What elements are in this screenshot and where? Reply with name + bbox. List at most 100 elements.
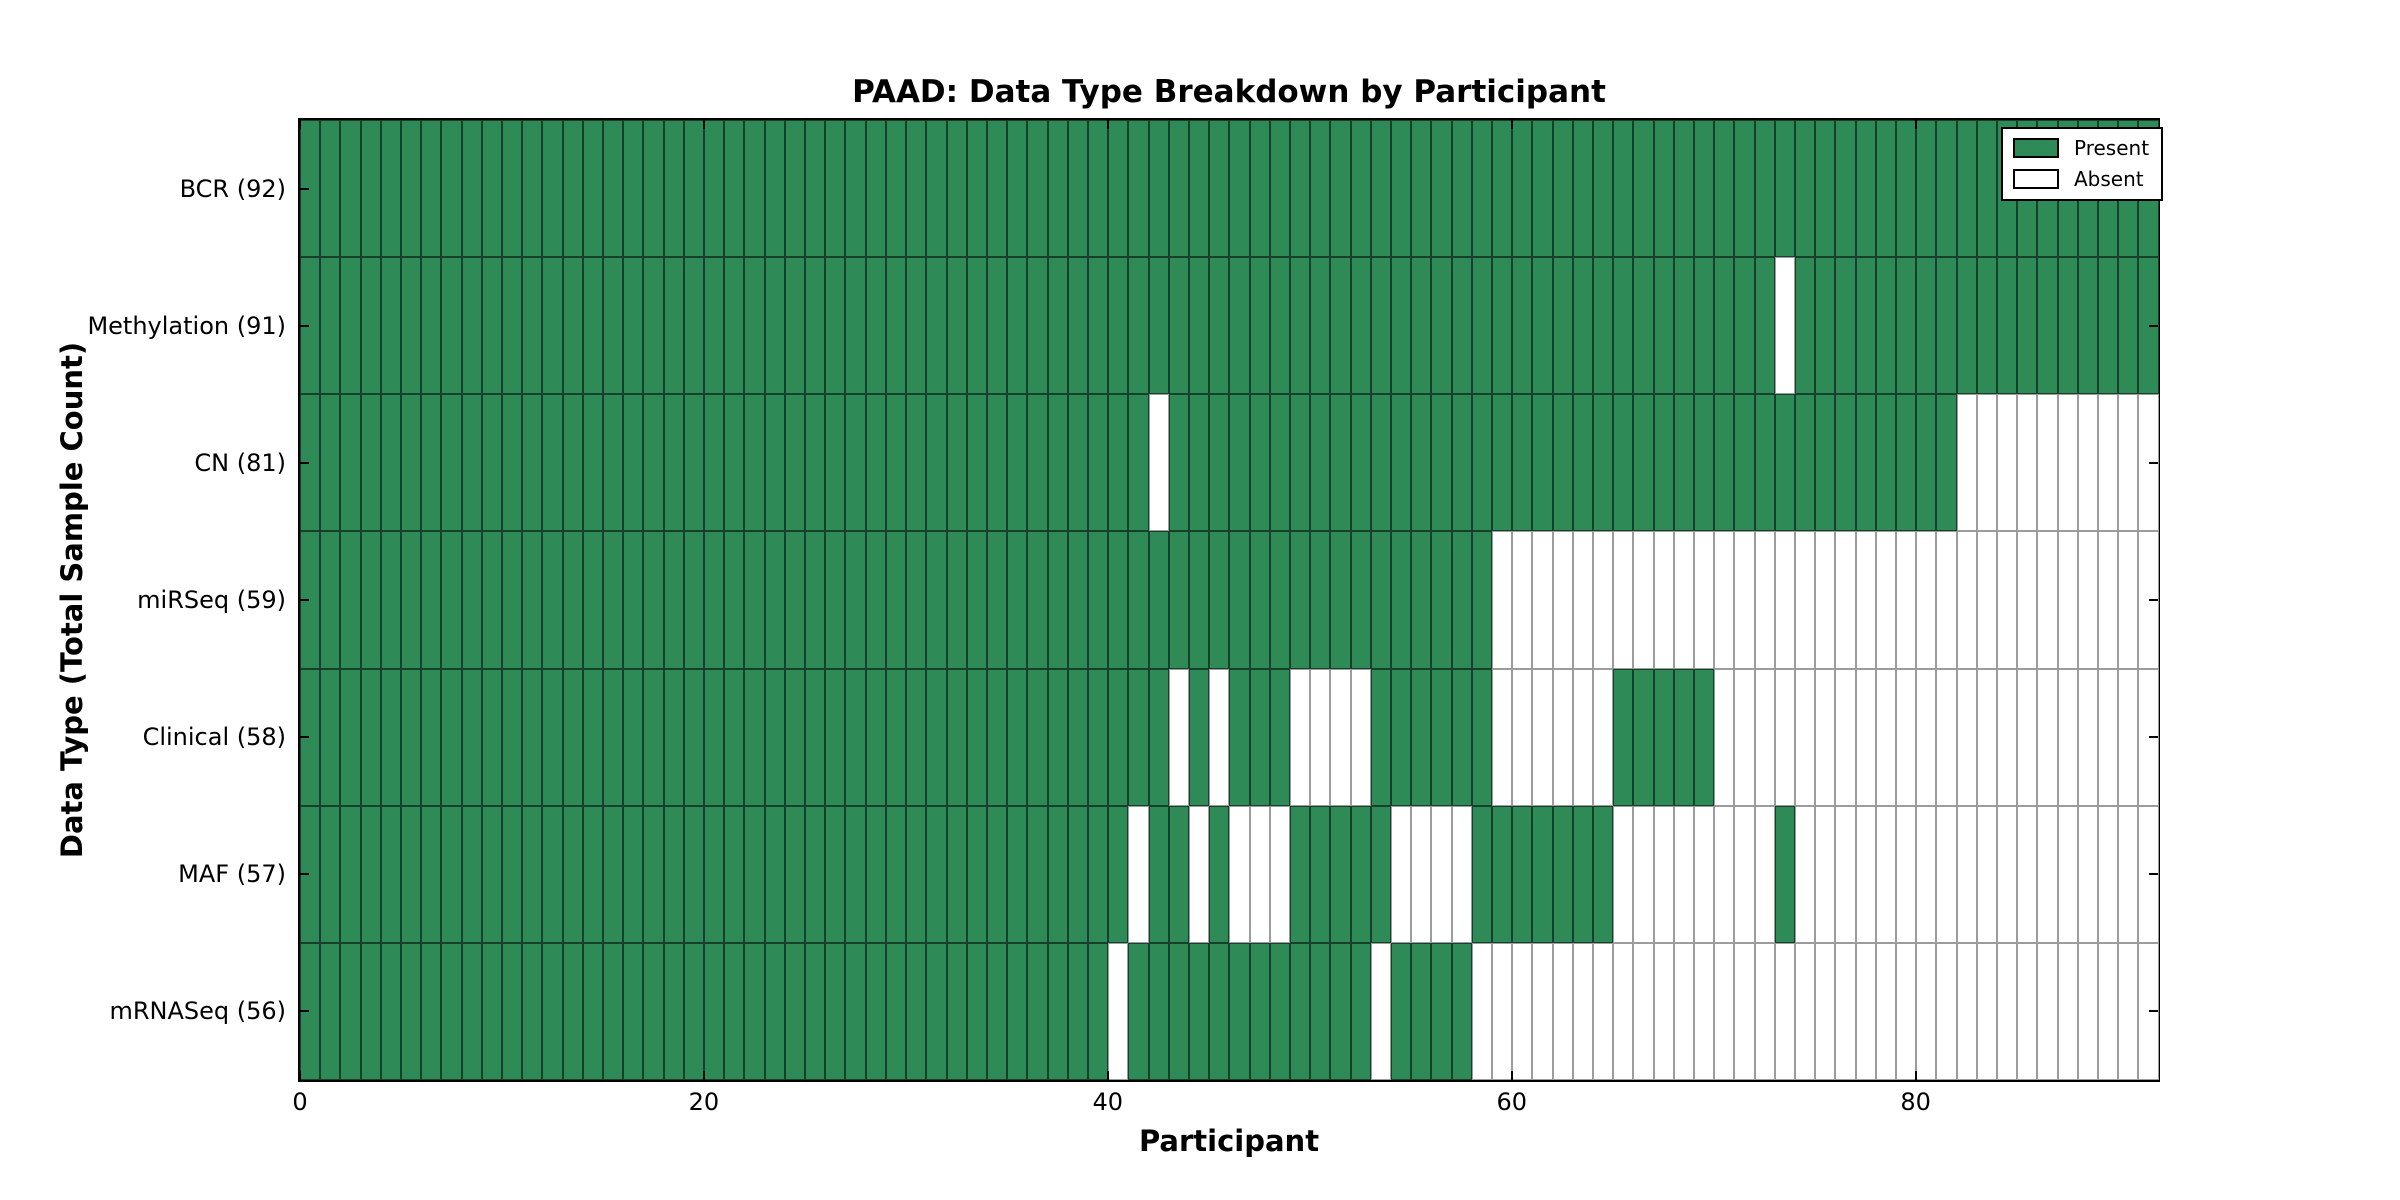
present-cell: [380, 120, 402, 258]
present-cell: [1411, 531, 1432, 669]
absent-cell: [2037, 394, 2058, 532]
present-cell: [603, 531, 624, 669]
present-cell: [1067, 531, 1088, 669]
present-cell: [1471, 805, 1492, 943]
present-cell: [1047, 257, 1068, 395]
present-cell: [1330, 531, 1351, 669]
present-cell: [906, 120, 927, 258]
legend-label-absent: Absent: [2074, 167, 2144, 191]
present-cell: [1714, 120, 1735, 258]
present-cell: [542, 531, 563, 669]
present-cell: [562, 257, 583, 395]
present-cell: [603, 120, 624, 258]
present-cell: [1168, 120, 1189, 258]
present-cell: [1593, 257, 1614, 395]
present-cell: [1572, 257, 1593, 395]
tick-mark: [299, 120, 301, 129]
present-cell: [1593, 394, 1614, 532]
present-cell: [744, 257, 765, 395]
present-cell: [1027, 257, 1048, 395]
present-cell: [542, 394, 563, 532]
present-cell: [623, 942, 644, 1080]
present-cell: [926, 394, 947, 532]
absent-cell: [1896, 805, 1917, 943]
legend-entry-absent: Absent: [2013, 167, 2149, 191]
present-cell: [1188, 120, 1210, 258]
absent-cell: [1653, 942, 1674, 1080]
present-cell: [724, 257, 745, 395]
absent-cell: [1976, 942, 1998, 1080]
present-cell: [1694, 257, 1715, 395]
absent-cell: [1774, 942, 1796, 1080]
present-cell: [643, 531, 664, 669]
absent-cell: [1714, 668, 1735, 806]
present-cell: [1108, 531, 1129, 669]
present-cell: [582, 120, 604, 258]
absent-cell: [1835, 668, 1856, 806]
present-cell: [643, 394, 664, 532]
absent-cell: [1916, 805, 1937, 943]
present-cell: [1370, 257, 1391, 395]
present-cell: [1289, 942, 1311, 1080]
absent-cell: [2138, 394, 2159, 532]
present-cell: [1815, 120, 1836, 258]
present-cell: [1087, 257, 1109, 395]
present-cell: [1451, 531, 1472, 669]
x-axis-tick-label: 40: [1092, 1088, 1124, 1116]
present-cell: [1007, 531, 1028, 669]
absent-cell: [1310, 668, 1331, 806]
present-cell: [461, 394, 482, 532]
present-cell: [1431, 120, 1452, 258]
absent-cell: [1148, 394, 1169, 532]
present-cell: [1229, 257, 1250, 395]
present-cell: [704, 942, 725, 1080]
present-cell: [704, 257, 725, 395]
present-cell: [1471, 531, 1492, 669]
tick-mark: [2149, 873, 2158, 876]
present-cell: [502, 805, 523, 943]
absent-cell: [1956, 805, 1977, 943]
present-cell: [1289, 257, 1311, 395]
present-cell: [1795, 257, 1816, 395]
absent-cell: [1552, 942, 1573, 1080]
present-cell: [582, 531, 604, 669]
present-cell: [1027, 942, 1048, 1080]
present-cell: [704, 805, 725, 943]
present-cell: [360, 668, 381, 806]
present-cell: [1027, 394, 1048, 532]
present-cell: [2098, 257, 2119, 395]
present-cell: [704, 394, 725, 532]
present-cell: [2077, 257, 2099, 395]
y-axis-tick-label: Methylation (91): [87, 311, 286, 340]
present-cell: [340, 394, 361, 532]
absent-cell: [1855, 668, 1876, 806]
absent-cell: [1431, 805, 1452, 943]
present-cell: [1653, 668, 1674, 806]
present-cell: [805, 257, 826, 395]
present-cell: [1390, 531, 1412, 669]
present-cell: [744, 805, 765, 943]
present-cell: [1633, 668, 1654, 806]
absent-cell: [2138, 531, 2159, 669]
absent-cell: [1936, 942, 1957, 1080]
present-cell: [1128, 668, 1149, 806]
absent-cell: [1613, 942, 1634, 1080]
present-cell: [683, 394, 705, 532]
present-cell: [1694, 668, 1715, 806]
absent-cell: [1269, 805, 1290, 943]
present-cell: [1087, 668, 1109, 806]
present-cell: [1269, 394, 1290, 532]
present-cell: [1289, 531, 1311, 669]
present-cell: [340, 120, 361, 258]
heatmap-grid: [300, 120, 2159, 1080]
present-cell: [724, 805, 745, 943]
present-cell: [1350, 805, 1371, 943]
present-cell: [1310, 257, 1331, 395]
present-cell: [1249, 531, 1270, 669]
present-cell: [1067, 942, 1088, 1080]
present-cell: [643, 668, 664, 806]
present-cell: [562, 668, 583, 806]
absent-cell: [1774, 531, 1796, 669]
present-cell: [1370, 531, 1391, 669]
present-cell: [562, 942, 583, 1080]
